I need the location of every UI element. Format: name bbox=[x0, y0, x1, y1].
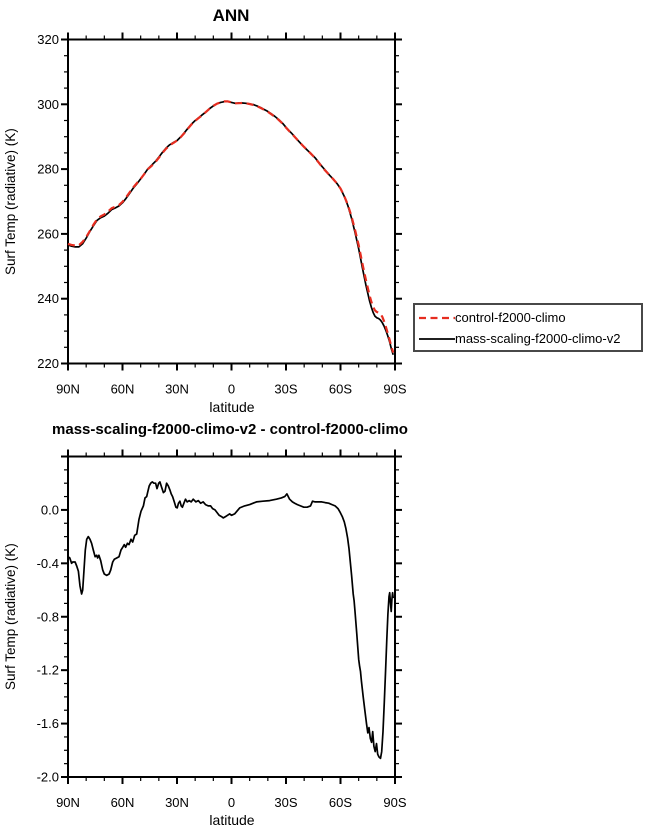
y-tick-label: 240 bbox=[37, 291, 59, 306]
x-tick-label: 30S bbox=[274, 382, 297, 397]
x-tick-label: 30N bbox=[165, 382, 189, 397]
legend-label-control: control-f2000-climo bbox=[455, 310, 566, 325]
bottom-chart-title: mass-scaling-f2000-climo-v2 - control-f2… bbox=[52, 421, 408, 438]
y-tick-label: -0.4 bbox=[37, 556, 59, 571]
x-tick-label: 0 bbox=[228, 795, 235, 810]
solid-line-sample-icon bbox=[419, 337, 455, 340]
dashed-line-sample-icon bbox=[419, 316, 455, 319]
x-tick-label: 30N bbox=[165, 795, 189, 810]
x-tick-label: 60N bbox=[111, 382, 135, 397]
bottom-y-axis-label: Surf Temp (radiative) (K) bbox=[3, 543, 18, 691]
y-tick-label: -2.0 bbox=[37, 770, 59, 785]
top-chart: 90N 60N 30N 0 30S 60S 90S 220 240 260 280 300 320 bbox=[37, 32, 407, 397]
bottom-x-axis-label: latitude bbox=[209, 812, 255, 828]
legend-entry-control: control-f2000-climo bbox=[419, 307, 641, 328]
x-tick-label: 90S bbox=[383, 382, 406, 397]
x-tick-label: 90N bbox=[56, 382, 80, 397]
x-tick-label: 60S bbox=[329, 382, 352, 397]
series-control-f2000-climo bbox=[67, 100, 395, 353]
y-tick-label: -1.2 bbox=[37, 663, 59, 678]
x-tick-label: 60N bbox=[111, 795, 135, 810]
x-tick-label: 90N bbox=[56, 795, 80, 810]
top-y-axis-label: Surf Temp (radiative) (K) bbox=[3, 128, 18, 276]
y-tick-label: -1.6 bbox=[37, 716, 59, 731]
y-tick-label: 300 bbox=[37, 97, 59, 112]
legend-entry-mass-scaling: mass-scaling-f2000-climo-v2 bbox=[419, 328, 641, 349]
plot-frame bbox=[67, 38, 396, 365]
top-chart-title: ANN bbox=[212, 6, 250, 25]
series-mass-scaling-f2000-climo-v2 - control-f2000-climo bbox=[67, 481, 395, 760]
legend: control-f2000-climo mass-scaling-f2000-c… bbox=[413, 303, 643, 352]
y-tick-label: 320 bbox=[37, 32, 59, 47]
x-tick-label: 60S bbox=[329, 795, 352, 810]
y-tick-label: 220 bbox=[37, 356, 59, 371]
y-tick-label: 280 bbox=[37, 162, 59, 177]
x-tick-label: 30S bbox=[274, 795, 297, 810]
x-tick-label: 90S bbox=[383, 795, 406, 810]
x-tick-label: 0 bbox=[228, 382, 235, 397]
bottom-chart: 90N 60N 30N 0 30S 60S 90S -2.0 -1.6 -1.2 -0.8 -0.4 0… bbox=[37, 449, 407, 810]
y-tick-label: 260 bbox=[37, 226, 59, 241]
legend-label-mass-scaling: mass-scaling-f2000-climo-v2 bbox=[455, 331, 621, 346]
y-tick-label: -0.8 bbox=[37, 609, 59, 624]
series-mass-scaling-f2000-climo-v2 bbox=[67, 100, 395, 356]
plot-frame bbox=[67, 455, 396, 778]
y-tick-label: 0.0 bbox=[41, 502, 59, 517]
top-x-axis-label: latitude bbox=[209, 399, 255, 415]
